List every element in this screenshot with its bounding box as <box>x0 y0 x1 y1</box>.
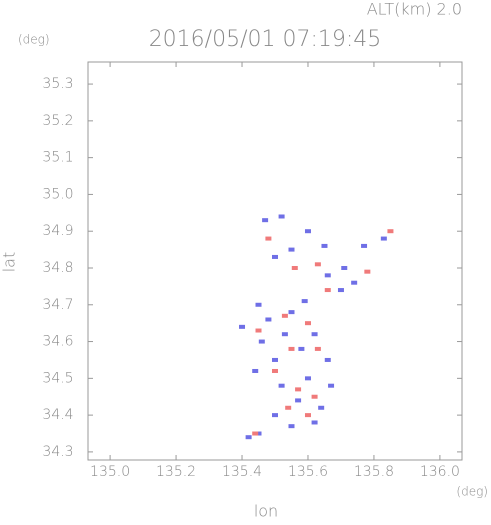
echo-cell <box>341 265 348 270</box>
echo-cell <box>298 346 305 351</box>
x-tick-label: 135.4 <box>222 464 262 480</box>
echo-cell <box>295 387 302 392</box>
x-tick-label: 135.0 <box>90 464 130 480</box>
echo-cell <box>278 383 285 388</box>
x-tick-label: 136.0 <box>420 464 460 480</box>
echo-cell <box>272 357 278 362</box>
echo-cell <box>291 265 298 270</box>
echo-cell <box>311 394 318 399</box>
y-tick-label: 34.3 <box>42 444 73 460</box>
y-tick-label: 34.9 <box>42 223 73 239</box>
echo-cell <box>288 310 295 315</box>
echo-cell <box>288 346 295 351</box>
echo-cell <box>265 317 272 322</box>
chart-title: 2016/05/01 07:19:45 <box>149 27 382 52</box>
echo-cell <box>288 247 295 252</box>
y-tick-label: 35.2 <box>42 113 73 129</box>
echo-cell <box>262 218 269 223</box>
echo-cell <box>255 302 262 307</box>
echo-cell <box>304 321 311 326</box>
echo-cell <box>278 214 285 219</box>
echo-cell <box>314 262 321 267</box>
echo-cell <box>281 332 288 337</box>
echo-cell <box>252 368 259 373</box>
y-tick-label: 35.0 <box>42 186 73 202</box>
echo-cell <box>324 273 331 278</box>
echo-cell <box>324 357 331 362</box>
echo-cell <box>265 236 272 241</box>
echo-cell <box>380 236 387 241</box>
echo-cell <box>255 431 262 436</box>
echo-cell <box>304 376 311 381</box>
echo-cell <box>304 413 311 418</box>
y-axis-label: lat <box>0 252 19 273</box>
echo-cell <box>285 405 292 410</box>
x-tick-label: 135.6 <box>288 464 328 480</box>
altitude-label: ALT(km) 2.0 <box>367 0 462 19</box>
echo-cell <box>387 229 394 234</box>
x-tick-label: 135.8 <box>354 464 394 480</box>
y-unit: (deg) <box>18 33 50 47</box>
y-tick-label: 35.1 <box>42 150 73 166</box>
x-axis-label: lon <box>254 502 278 521</box>
echo-cell <box>364 269 371 274</box>
echo-cell <box>311 420 318 425</box>
echo-cell <box>252 431 259 436</box>
echo-cell <box>324 288 331 293</box>
echo-cell <box>239 324 246 329</box>
echo-cell <box>245 435 252 440</box>
echo-cell <box>258 339 265 344</box>
y-tick-label: 35.3 <box>42 76 73 92</box>
echo-cell <box>321 243 328 248</box>
echo-cell <box>281 313 288 318</box>
y-tick-label: 34.5 <box>42 370 73 386</box>
echo-cell <box>318 405 325 410</box>
x-tick-label: 135.2 <box>156 464 196 480</box>
echo-cell <box>301 299 308 304</box>
plot-frame <box>87 61 463 461</box>
y-tick-label: 34.6 <box>42 334 73 350</box>
y-tick-label: 34.8 <box>42 260 73 276</box>
echo-cell <box>337 288 344 293</box>
echo-cell <box>295 398 302 403</box>
echo-cell <box>304 229 311 234</box>
echo-cell <box>288 424 295 429</box>
echo-cell <box>272 254 278 259</box>
echo-cell <box>255 328 262 333</box>
echo-cell <box>328 383 335 388</box>
x-unit: (deg) <box>456 485 488 499</box>
echo-cell <box>351 280 358 285</box>
echo-cell <box>272 368 278 373</box>
echo-cell <box>314 346 321 351</box>
echo-cell <box>311 332 318 337</box>
echo-cell <box>272 413 278 418</box>
y-tick-label: 34.4 <box>42 407 73 423</box>
y-tick-label: 34.7 <box>42 297 73 313</box>
echo-cell <box>361 243 368 248</box>
